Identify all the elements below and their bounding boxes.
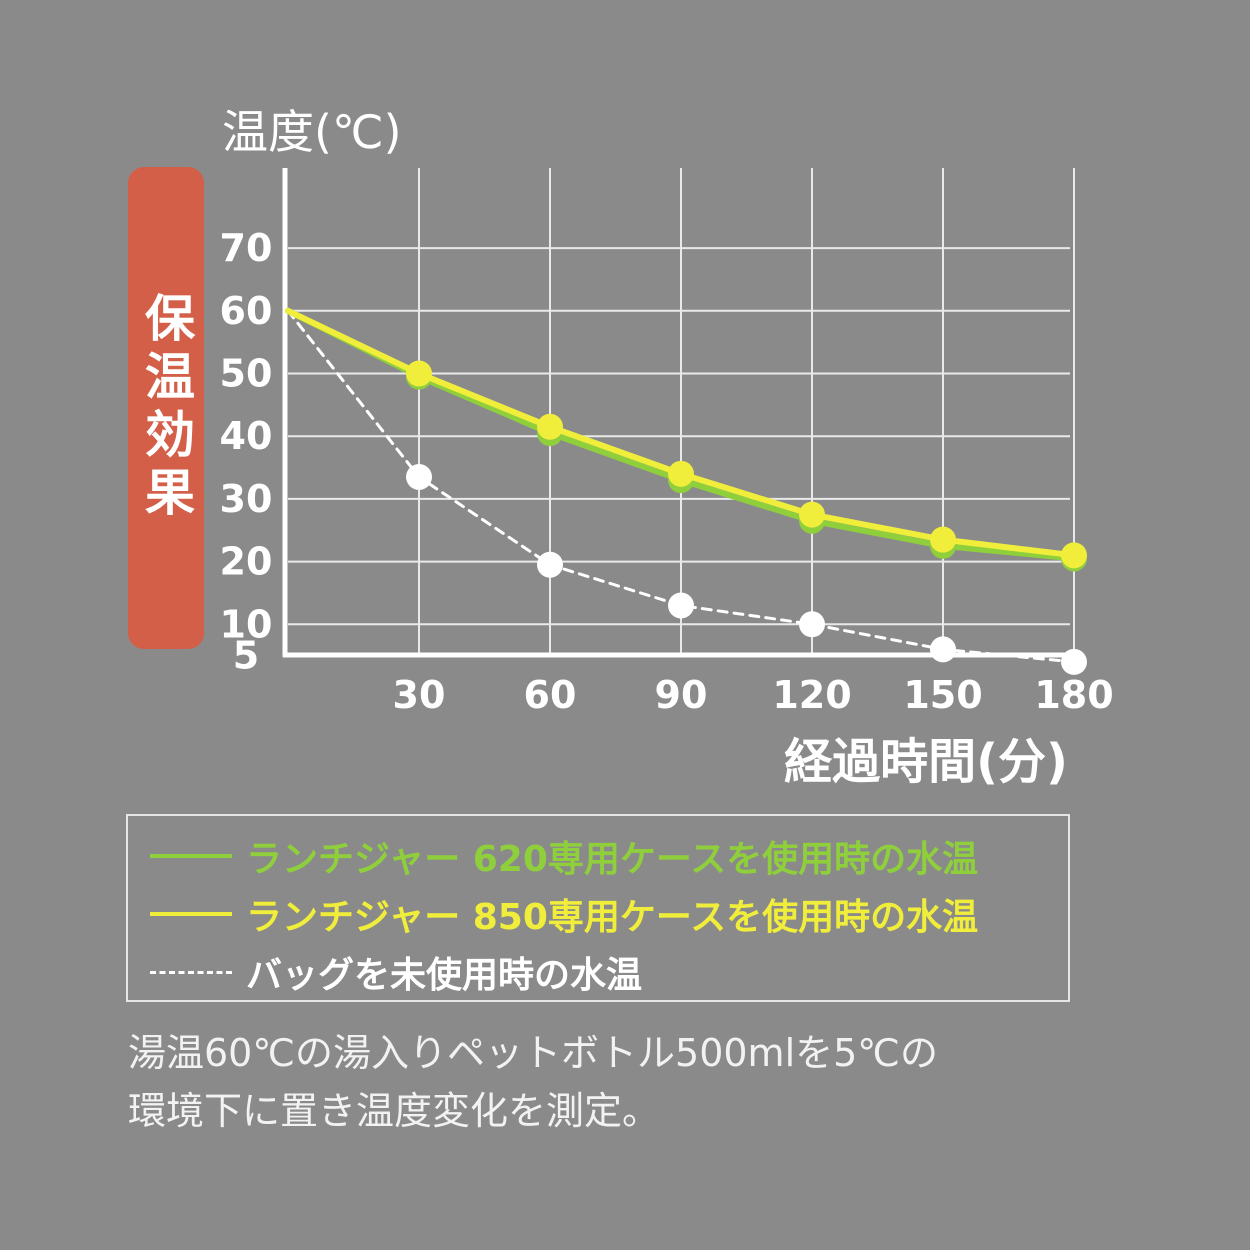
badge-label: 保温効果 <box>137 292 195 524</box>
data-point-series1-150 <box>930 526 956 553</box>
x-tick-label-180: 180 <box>1034 673 1113 717</box>
y-tick-label-5: 5 <box>233 634 259 678</box>
y-tick-label-70: 70 <box>220 226 273 270</box>
y-tick-label-20: 20 <box>220 540 273 584</box>
legend-label-no-bag: バッグを未使用時の水温 <box>246 955 643 996</box>
legend-label-620: ランチジャー 620専用ケースを使用時の水温 <box>246 839 979 880</box>
note-line-2: 環境下に置き温度変化を測定。 <box>128 1089 661 1133</box>
legend-item-no-bag: バッグを未使用時の水温 <box>150 946 642 998</box>
data-point-series2-180 <box>1061 648 1087 675</box>
data-point-series1-180 <box>1061 542 1087 569</box>
x-tick-label-30: 30 <box>393 673 446 717</box>
data-point-series1-120 <box>799 501 825 528</box>
insulation-effect-badge: 保温効果 <box>128 167 204 649</box>
legend-swatch-green <box>150 854 232 858</box>
data-point-series2-60 <box>537 551 563 578</box>
y-tick-label-50: 50 <box>220 352 273 396</box>
data-point-series2-30 <box>406 463 432 490</box>
note-line-1: 湯温60℃の湯入りペットボトル500mlを5℃の <box>128 1031 938 1075</box>
y-tick-label-30: 30 <box>220 477 273 521</box>
data-point-series2-150 <box>930 636 956 663</box>
data-point-series2-90 <box>668 592 694 619</box>
legend-item-620: ランチジャー 620専用ケースを使用時の水温 <box>150 830 978 882</box>
y-tick-label-60: 60 <box>220 289 273 333</box>
data-point-series1-90 <box>668 460 694 487</box>
x-axis-title: 経過時間(分) <box>784 734 1068 790</box>
data-point-series1-60 <box>537 413 563 440</box>
x-tick-label-60: 60 <box>524 673 577 717</box>
x-tick-label-90: 90 <box>655 673 708 717</box>
data-point-series2-120 <box>799 611 825 638</box>
legend-label-850: ランチジャー 850専用ケースを使用時の水温 <box>246 897 979 938</box>
data-point-series1-30 <box>406 360 432 387</box>
legend-item-850: ランチジャー 850専用ケースを使用時の水温 <box>150 888 978 940</box>
y-tick-label-40: 40 <box>220 414 273 458</box>
x-tick-label-150: 150 <box>903 673 982 717</box>
y-axis-title: 温度(℃) <box>222 105 402 159</box>
measurement-note: 湯温60℃の湯入りペットボトル500mlを5℃の 環境下に置き温度変化を測定。 <box>128 1024 1128 1140</box>
legend-swatch-yellow <box>150 912 232 916</box>
y-tick-label-10: 10 <box>220 602 273 646</box>
legend: ランチジャー 620専用ケースを使用時の水温 ランチジャー 850専用ケースを使… <box>126 814 1070 1002</box>
x-tick-label-120: 120 <box>772 673 851 717</box>
legend-swatch-dashed <box>150 970 232 974</box>
